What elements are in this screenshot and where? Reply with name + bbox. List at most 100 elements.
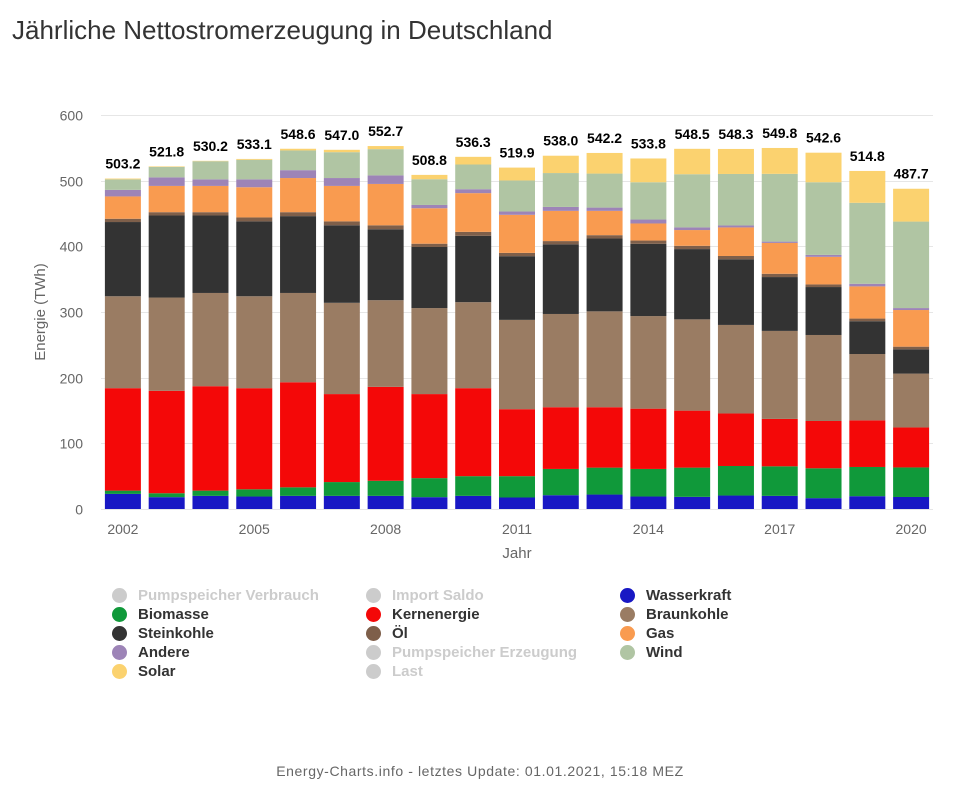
bar-segment-2005-gas — [236, 187, 273, 218]
total-label-2012: 538.0 — [543, 133, 578, 149]
bar-segment-2018-biomasse — [805, 468, 842, 499]
bar-segment-2007-oel — [323, 221, 360, 226]
bar-segment-2015-wind — [674, 174, 711, 228]
legend-marker-import-saldo — [366, 588, 381, 603]
bar-segment-2019-wind — [849, 202, 886, 284]
bar-segment-2008-kernenergie — [367, 386, 404, 481]
legend-marker-gas — [620, 626, 635, 641]
legend-item-biomasse[interactable]: Biomasse — [112, 605, 366, 624]
legend-marker-pumpspeicher-verbrauch — [112, 588, 127, 603]
bar-segment-2019-solar — [849, 170, 886, 203]
bar-segment-2014-gas — [630, 223, 667, 241]
bar-segment-2019-braunkohle — [849, 354, 886, 421]
bar-segment-2007-solar — [323, 149, 360, 153]
x-axis-title: Jahr — [502, 545, 531, 562]
bar-segment-2011-biomasse — [499, 476, 535, 498]
total-label-2011: 519.9 — [499, 145, 534, 161]
bar-segment-2015-wasserkraft — [674, 496, 711, 509]
legend-marker-braunkohle — [620, 607, 635, 622]
bar-segment-2012-steinkohle — [542, 244, 579, 314]
total-label-2009: 508.8 — [412, 152, 447, 168]
legend-item-wind[interactable]: Wind — [620, 643, 874, 662]
bar-series — [104, 146, 930, 509]
bar-segment-2006-steinkohle — [280, 216, 317, 293]
bar-segment-2012-andere — [542, 206, 579, 211]
bar-segment-2010-kernenergie — [455, 388, 492, 477]
legend-item-kernenergie[interactable]: Kernenergie — [366, 605, 620, 624]
bar-segment-2011-gas — [499, 214, 535, 253]
bar-segment-2008-steinkohle — [367, 229, 404, 301]
x-tick-label-2017: 2017 — [764, 521, 795, 537]
legend-item-oel[interactable]: Öl — [366, 624, 620, 643]
bar-segment-2007-kernenergie — [323, 394, 360, 483]
bar-segment-2003-wind — [148, 166, 185, 178]
bar-segment-2005-biomasse — [236, 489, 273, 497]
bar-segment-2008-gas — [367, 183, 404, 226]
bar-segment-2015-oel — [674, 245, 711, 250]
x-tick-label-2008: 2008 — [370, 521, 401, 537]
legend-label-solar: Solar — [138, 663, 176, 680]
bar-segment-2017-steinkohle — [761, 277, 798, 331]
bar-segment-2004-biomasse — [192, 490, 229, 496]
bar-segment-2019-oel — [849, 318, 886, 322]
bar-segment-2012-solar — [542, 155, 579, 174]
legend-label-steinkohle: Steinkohle — [138, 625, 214, 642]
bar-segment-2006-oel — [280, 212, 317, 217]
bar-segment-2018-wasserkraft — [805, 498, 842, 509]
bar-segment-2016-gas — [717, 227, 754, 256]
x-tick-label-2014: 2014 — [633, 521, 664, 537]
bar-segment-2016-oel — [717, 255, 754, 260]
bar-segment-2019-gas — [849, 286, 886, 319]
legend-item-wasserkraft[interactable]: Wasserkraft — [620, 586, 874, 605]
bar-segment-2019-steinkohle — [849, 321, 886, 355]
x-tick-label-2011: 2011 — [502, 521, 532, 537]
legend-item-import-saldo[interactable]: Import Saldo — [366, 586, 620, 605]
total-label-2003: 521.8 — [149, 143, 184, 159]
legend-item-gas[interactable]: Gas — [620, 624, 874, 643]
bar-segment-2013-braunkohle — [586, 311, 623, 408]
legend-item-last[interactable]: Last — [366, 662, 620, 681]
bar-segment-2004-kernenergie — [192, 386, 229, 491]
legend-label-braunkohle: Braunkohle — [646, 606, 729, 623]
legend-label-oel: Öl — [392, 625, 408, 642]
bar-segment-2007-wind — [323, 152, 360, 179]
y-tick-label-600: 600 — [60, 108, 84, 124]
bar-segment-2004-braunkohle — [192, 292, 229, 387]
bar-segment-2010-wind — [455, 164, 492, 190]
bar-segment-2004-wind — [192, 161, 229, 180]
total-label-2013: 542.2 — [587, 130, 622, 146]
bar-segment-2003-solar — [148, 166, 185, 167]
bar-segment-2009-steinkohle — [411, 246, 448, 309]
bar-segment-2002-andere — [104, 189, 141, 197]
bar-segment-2013-oel — [586, 235, 623, 239]
legend-item-andere[interactable]: Andere — [112, 643, 366, 662]
bar-segment-2020-andere — [893, 308, 930, 311]
legend-marker-oel — [366, 626, 381, 641]
y-axis-title: Energie (TWh) — [32, 263, 49, 361]
legend-item-pumpspeicher-verbrauch[interactable]: Pumpspeicher Verbrauch — [112, 586, 366, 605]
bar-segment-2016-solar — [717, 148, 754, 174]
total-label-2005: 533.1 — [237, 136, 272, 152]
bar-segment-2012-wasserkraft — [542, 495, 579, 509]
legend-item-steinkohle[interactable]: Steinkohle — [112, 624, 366, 643]
legend-label-gas: Gas — [646, 625, 675, 642]
bar-segment-2005-wasserkraft — [236, 496, 273, 509]
bar-segment-2005-andere — [236, 179, 273, 188]
legend-item-braunkohle[interactable]: Braunkohle — [620, 605, 874, 624]
bar-segment-2020-gas — [893, 310, 930, 347]
bar-segment-2013-steinkohle — [586, 238, 623, 312]
total-label-2008: 552.7 — [368, 123, 403, 139]
bar-segment-2015-andere — [674, 227, 711, 231]
legend-marker-pumpspeicher-erzeugung — [366, 645, 381, 660]
legend-marker-steinkohle — [112, 626, 127, 641]
bar-segment-2014-wind — [630, 182, 667, 220]
legend-label-wind: Wind — [646, 644, 683, 661]
legend-item-pumpspeicher-erzeugung[interactable]: Pumpspeicher Erzeugung — [366, 643, 620, 662]
bar-segment-2009-biomasse — [411, 478, 448, 498]
legend-item-solar[interactable]: Solar — [112, 662, 366, 681]
legend: Pumpspeicher Verbrauch Import Saldo Wasser… — [112, 586, 874, 681]
bar-segment-2007-biomasse — [323, 482, 360, 496]
bar-segment-2003-wasserkraft — [148, 497, 185, 509]
bar-segment-2012-gas — [542, 210, 579, 242]
bar-segment-2008-solar — [367, 146, 404, 150]
